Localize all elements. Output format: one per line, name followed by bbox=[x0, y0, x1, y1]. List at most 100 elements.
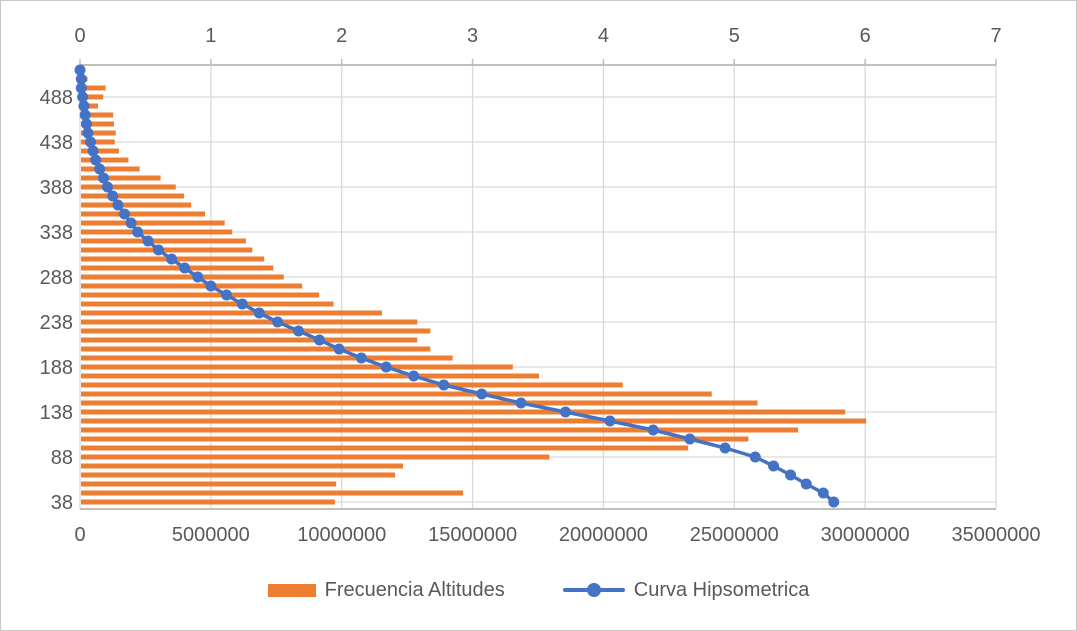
svg-text:138: 138 bbox=[40, 402, 73, 424]
curve-point-alt-228 bbox=[293, 325, 305, 337]
bar-alt-58 bbox=[81, 481, 337, 487]
bar-alt-478 bbox=[81, 103, 99, 109]
bar-alt-358 bbox=[81, 211, 206, 217]
svg-text:10000000: 10000000 bbox=[297, 524, 386, 546]
bar-alt-368 bbox=[81, 202, 192, 208]
svg-text:38: 38 bbox=[51, 492, 73, 514]
svg-text:25000000: 25000000 bbox=[690, 524, 779, 546]
bar-alt-208 bbox=[81, 346, 431, 352]
bar-alt-228 bbox=[81, 328, 431, 334]
curve-point-alt-438 bbox=[84, 136, 96, 148]
curve-point-alt-278 bbox=[205, 280, 217, 292]
bar-alt-238 bbox=[81, 319, 418, 325]
bar-alt-78 bbox=[81, 463, 403, 469]
bar-alt-278 bbox=[81, 283, 303, 289]
bar-alt-98 bbox=[81, 445, 689, 451]
curve-point-alt-248 bbox=[253, 307, 265, 319]
curve-point-alt-188 bbox=[380, 361, 392, 373]
curve-point-alt-58 bbox=[800, 478, 812, 490]
bar-alt-428 bbox=[81, 148, 119, 154]
bar-alt-128 bbox=[81, 418, 867, 424]
bar-alt-468 bbox=[81, 112, 114, 118]
bar-alt-268 bbox=[81, 292, 320, 298]
bar-alt-318 bbox=[81, 247, 253, 253]
svg-text:188: 188 bbox=[40, 357, 73, 379]
bar-alt-148 bbox=[81, 400, 758, 406]
top-axis-labels: 0 1 2 3 4 5 6 7 bbox=[74, 25, 1001, 47]
bar-alt-488 bbox=[81, 94, 104, 100]
curve-point-alt-168 bbox=[438, 379, 450, 391]
bars-series-frecuencia-altitudes bbox=[81, 67, 867, 505]
curve-point-alt-208 bbox=[333, 343, 345, 355]
curve-point-alt-368 bbox=[112, 199, 124, 211]
curve-point-alt-158 bbox=[476, 388, 488, 400]
svg-text:7: 7 bbox=[990, 25, 1001, 47]
svg-text:1: 1 bbox=[205, 25, 216, 47]
curve-point-alt-98 bbox=[719, 442, 731, 454]
legend-label-frecuencia: Frecuencia Altitudes bbox=[324, 579, 505, 601]
bar-alt-178 bbox=[81, 373, 539, 379]
bar-alt-448 bbox=[81, 130, 116, 136]
curve-point-alt-478 bbox=[78, 100, 90, 112]
svg-text:35000000: 35000000 bbox=[952, 524, 1041, 546]
svg-text:30000000: 30000000 bbox=[821, 524, 910, 546]
bar-alt-498 bbox=[81, 85, 106, 91]
svg-text:3: 3 bbox=[467, 25, 478, 47]
bar-swatch-icon bbox=[267, 583, 316, 597]
curve-point-alt-318 bbox=[153, 244, 165, 256]
svg-text:4: 4 bbox=[598, 25, 609, 47]
bar-alt-378 bbox=[81, 193, 185, 199]
curve-point-alt-348 bbox=[125, 217, 137, 229]
bar-alt-398 bbox=[81, 175, 161, 181]
curve-point-alt-38 bbox=[828, 496, 840, 508]
curve-point-alt-288 bbox=[192, 271, 204, 283]
legend-item-frecuencia-altitudes[interactable]: Frecuencia Altitudes bbox=[267, 579, 505, 601]
bar-alt-408 bbox=[81, 166, 140, 172]
legend-label-curva: Curva Hipsometrica bbox=[633, 579, 810, 601]
svg-text:2: 2 bbox=[336, 25, 347, 47]
svg-text:488: 488 bbox=[40, 87, 73, 109]
bar-alt-418 bbox=[81, 157, 129, 163]
curve-point-alt-178 bbox=[408, 370, 420, 382]
bar-alt-168 bbox=[81, 382, 623, 388]
curve-point-alt-468 bbox=[79, 109, 91, 121]
curve-point-alt-258 bbox=[236, 298, 248, 310]
curve-point-alt-488 bbox=[77, 91, 89, 103]
curve-point-alt-238 bbox=[272, 316, 284, 328]
bar-alt-118 bbox=[81, 427, 799, 433]
curve-point-alt-108 bbox=[684, 433, 696, 445]
curve-point-alt-508 bbox=[75, 73, 87, 85]
bar-alt-438 bbox=[81, 139, 115, 145]
bar-alt-248 bbox=[81, 310, 382, 316]
curve-point-alt-328 bbox=[142, 235, 154, 247]
bar-alt-298 bbox=[81, 265, 274, 271]
bar-alt-88 bbox=[81, 454, 550, 460]
curve-hipsometrica bbox=[74, 64, 840, 508]
curve-point-alt-378 bbox=[107, 190, 119, 202]
bar-alt-68 bbox=[81, 472, 396, 478]
curve-point-alt-218 bbox=[313, 334, 325, 346]
bar-alt-198 bbox=[81, 355, 453, 361]
bar-alt-38 bbox=[81, 499, 335, 505]
svg-text:5: 5 bbox=[729, 25, 740, 47]
bar-alt-258 bbox=[81, 301, 334, 307]
legend-item-curva-hipsometrica[interactable]: Curva Hipsometrica bbox=[562, 579, 810, 601]
curve-point-alt-298 bbox=[179, 262, 191, 274]
curve-point-alt-448 bbox=[82, 127, 94, 139]
svg-text:5000000: 5000000 bbox=[172, 524, 250, 546]
curve-point-alt-458 bbox=[81, 118, 93, 130]
curve-point-alt-408 bbox=[94, 163, 106, 175]
curve-point-alt-138 bbox=[559, 406, 571, 418]
svg-text:388: 388 bbox=[40, 177, 73, 199]
curve-point-alt-498 bbox=[75, 82, 87, 94]
bar-alt-48 bbox=[81, 490, 464, 496]
svg-text:238: 238 bbox=[40, 312, 73, 334]
curve-point-alt-388 bbox=[101, 181, 113, 193]
curve-point-alt-148 bbox=[515, 397, 527, 409]
curve-point-alt-428 bbox=[87, 145, 99, 157]
svg-text:0: 0 bbox=[74, 25, 85, 47]
bar-alt-138 bbox=[81, 409, 846, 415]
bar-alt-218 bbox=[81, 337, 418, 343]
